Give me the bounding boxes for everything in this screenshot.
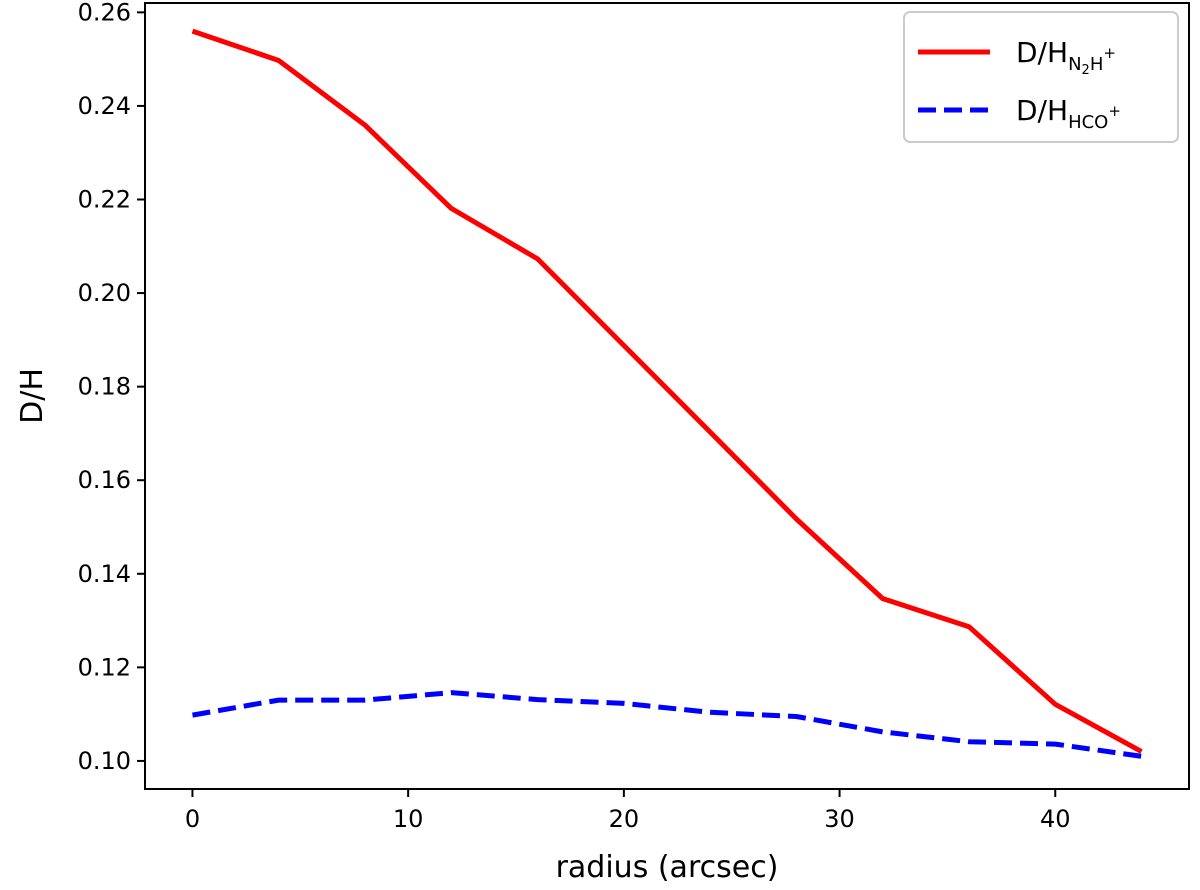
x-tick-label: 30 [824,805,855,833]
series-line-1 [191,28,1143,754]
y-tick-label: 0.14 [78,560,131,588]
y-axis-label: D/H [15,368,50,424]
y-tick-label: 0.26 [78,0,131,26]
legend: D/HN2H+ D/HHCO+ [903,11,1179,143]
y-axis: 0.10 0.12 0.14 0.16 0.18 0.20 0.22 0.24 0.26 [78,0,145,775]
y-tick-label: 0.18 [78,373,131,401]
x-tick-label: 20 [609,805,640,833]
series-line-2 [192,690,1142,759]
legend-label-1: D/HN2H+ [1016,36,1116,78]
legend-label-2: D/HHCO+ [1016,94,1121,133]
series-layer [191,28,1143,759]
x-tick-label: 40 [1040,805,1071,833]
x-axis-label: radius (arcsec) [556,850,779,885]
y-tick-label: 0.12 [78,653,131,681]
y-tick-label: 0.16 [78,466,131,494]
x-axis: 0 10 20 30 40 [185,789,1071,833]
y-tick-label: 0.20 [78,279,131,307]
x-tick-label: 0 [185,805,200,833]
y-tick-label: 0.10 [78,747,131,775]
y-tick-label: 0.22 [78,186,131,214]
plot-frame [144,2,1190,790]
x-tick-label: 10 [393,805,424,833]
y-tick-label: 0.24 [78,92,131,120]
